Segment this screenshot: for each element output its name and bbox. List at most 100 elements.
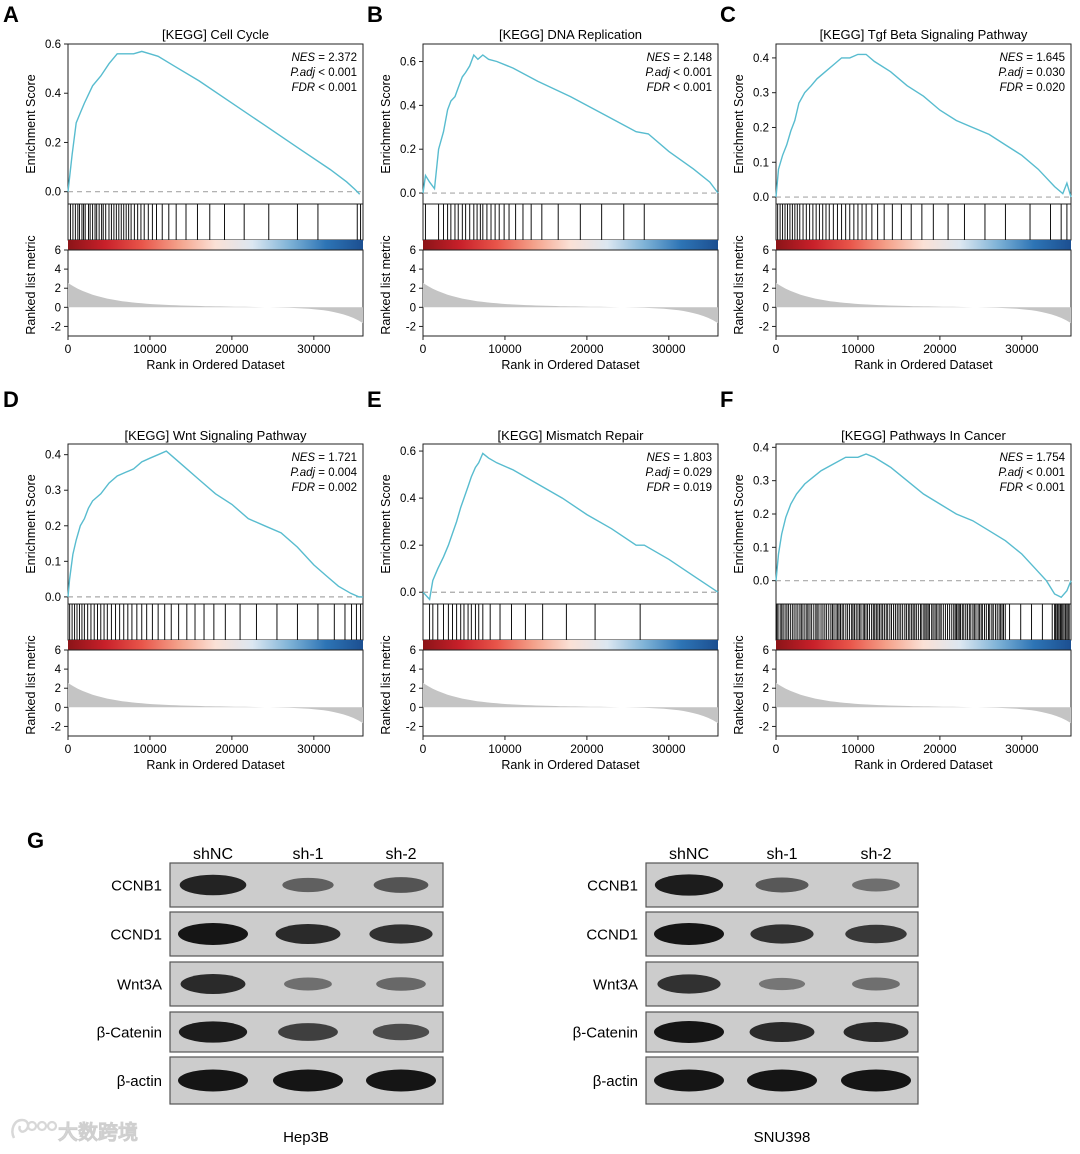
xlabel: Rank in Ordered Dataset bbox=[501, 758, 640, 772]
metric-ytick-label: -2 bbox=[51, 721, 61, 733]
protein-band bbox=[373, 877, 429, 893]
blot-hep3b: shNC sh-1 sh-2 CCNB1 CCND1 Wnt3A β-Catenin β-ac… bbox=[97, 846, 444, 1146]
es-ytick-label: 0.0 bbox=[400, 587, 416, 599]
es-curve bbox=[775, 53, 1072, 198]
stat-value: = 0.004 bbox=[315, 467, 357, 479]
es-ytick-label: 0.2 bbox=[753, 122, 769, 134]
stat-line: P.adj < 0.001 bbox=[645, 67, 712, 79]
stat-line: FDR = 0.019 bbox=[646, 482, 712, 494]
stat-label: FDR bbox=[999, 82, 1023, 94]
es-ytick-label: 0.2 bbox=[45, 521, 61, 533]
xtick-label: 30000 bbox=[652, 342, 686, 356]
xtick-label: 20000 bbox=[570, 342, 604, 356]
stat-label: FDR bbox=[999, 482, 1023, 494]
es-curve bbox=[775, 453, 1072, 599]
xtick-label: 30000 bbox=[652, 742, 686, 756]
panel-letter: A bbox=[3, 2, 19, 27]
panel-title: [KEGG] Wnt Signaling Pathway bbox=[124, 428, 307, 443]
panel-title: [KEGG] Mismatch Repair bbox=[498, 428, 645, 443]
protein-band bbox=[750, 924, 814, 944]
gsea-panel-c: C [KEGG] Tgf Beta Signaling Pathway 0.0 0.1… bbox=[720, 2, 1072, 372]
stat-value: = 2.148 bbox=[670, 52, 712, 64]
es-ytick-label: 0.1 bbox=[45, 556, 61, 568]
metric-ytick-label: 0 bbox=[55, 302, 61, 314]
xtick-label: 0 bbox=[420, 342, 427, 356]
watermark-logo-icon: 大数跨境 bbox=[11, 1118, 138, 1144]
protein-label: β-Catenin bbox=[573, 1025, 638, 1042]
metric-ytick-label: 4 bbox=[763, 264, 770, 276]
panel-letter: C bbox=[720, 2, 736, 27]
heat-strip bbox=[68, 640, 363, 650]
stat-value: < 0.001 bbox=[1023, 482, 1065, 494]
metric-ytick-label: 6 bbox=[763, 245, 769, 257]
protein-band bbox=[845, 924, 907, 944]
heat-strip bbox=[68, 240, 363, 250]
gsea-panel-a: A [KEGG] Cell Cycle 0.0 0.2 0.4 0.6 Enrichment… bbox=[3, 2, 364, 372]
protein-band bbox=[852, 878, 900, 892]
stat-label: P.adj bbox=[290, 467, 315, 479]
es-ytick-label: 0.4 bbox=[753, 53, 770, 65]
metric-ytick-label: 4 bbox=[410, 664, 417, 676]
protein-label: Wnt3A bbox=[117, 977, 162, 994]
metric-ytick-label: 2 bbox=[55, 283, 61, 295]
protein-band bbox=[657, 974, 721, 994]
gsea-panel-e: E [KEGG] Mismatch Repair 0.0 0.2 0.4 0.6 Enric… bbox=[367, 387, 719, 772]
stat-label: FDR bbox=[646, 482, 670, 494]
protein-band bbox=[852, 977, 900, 991]
stat-line: FDR < 0.001 bbox=[999, 482, 1065, 494]
stat-label: P.adj bbox=[645, 467, 670, 479]
metric-ylabel: Ranked list metric bbox=[732, 235, 746, 334]
metric-ylabel: Ranked list metric bbox=[379, 235, 393, 334]
panel-title: [KEGG] Pathways In Cancer bbox=[841, 428, 1006, 443]
xtick-label: 10000 bbox=[488, 342, 522, 356]
metric-ytick-label: 6 bbox=[55, 645, 61, 657]
protein-band bbox=[376, 977, 426, 991]
protein-band bbox=[284, 977, 332, 991]
metric-ytick-label: 4 bbox=[410, 264, 417, 276]
gsea-panel-d: D [KEGG] Wnt Signaling Pathway 0.0 0.1 0.2 0.… bbox=[3, 387, 364, 772]
xlabel: Rank in Ordered Dataset bbox=[854, 758, 993, 772]
es-ytick-label: 0.3 bbox=[45, 485, 61, 497]
lane-label: shNC bbox=[193, 846, 233, 863]
stat-value: = 1.645 bbox=[1023, 52, 1065, 64]
metric-ytick-label: -2 bbox=[406, 721, 416, 733]
stat-value: = 0.002 bbox=[315, 482, 357, 494]
metric-ytick-label: 0 bbox=[410, 702, 416, 714]
metric-ytick-label: 0 bbox=[55, 702, 61, 714]
protein-band bbox=[366, 1069, 436, 1092]
xtick-label: 0 bbox=[773, 742, 780, 756]
metric-ytick-label: 0 bbox=[410, 302, 416, 314]
es-ytick-label: 0.0 bbox=[45, 592, 61, 604]
stat-label: P.adj bbox=[645, 67, 670, 79]
xtick-label: 10000 bbox=[841, 742, 875, 756]
lane-label: shNC bbox=[669, 846, 709, 863]
protein-band bbox=[178, 1021, 248, 1043]
es-curve bbox=[67, 450, 363, 598]
protein-band bbox=[180, 974, 246, 994]
metric-frame bbox=[775, 649, 1072, 737]
panel-title: [KEGG] DNA Replication bbox=[499, 27, 642, 42]
xtick-label: 10000 bbox=[133, 742, 167, 756]
xtick-label: 10000 bbox=[133, 342, 167, 356]
lane-label: sh-1 bbox=[766, 846, 797, 863]
stat-value: = 0.020 bbox=[1023, 82, 1065, 94]
stat-line: NES = 1.645 bbox=[999, 52, 1065, 64]
stat-label: NES bbox=[646, 52, 670, 64]
protein-band bbox=[278, 1023, 338, 1041]
es-ytick-label: 0.0 bbox=[753, 192, 769, 204]
xtick-label: 0 bbox=[65, 742, 72, 756]
xlabel: Rank in Ordered Dataset bbox=[146, 358, 285, 372]
hits-frame bbox=[775, 203, 1072, 241]
stat-value: = 0.029 bbox=[670, 467, 712, 479]
stat-value: = 0.030 bbox=[1023, 67, 1065, 79]
protein-label: CCNB1 bbox=[587, 878, 638, 895]
metric-ytick-label: 4 bbox=[763, 664, 770, 676]
protein-band bbox=[369, 924, 433, 944]
stat-value: < 0.001 bbox=[315, 67, 357, 79]
stat-value: = 2.372 bbox=[315, 52, 357, 64]
xlabel: Rank in Ordered Dataset bbox=[854, 358, 993, 372]
protein-label: CCNB1 bbox=[111, 878, 162, 895]
metric-ytick-label: -2 bbox=[51, 321, 61, 333]
metric-ytick-label: -2 bbox=[759, 721, 769, 733]
metric-ytick-label: 6 bbox=[763, 645, 769, 657]
